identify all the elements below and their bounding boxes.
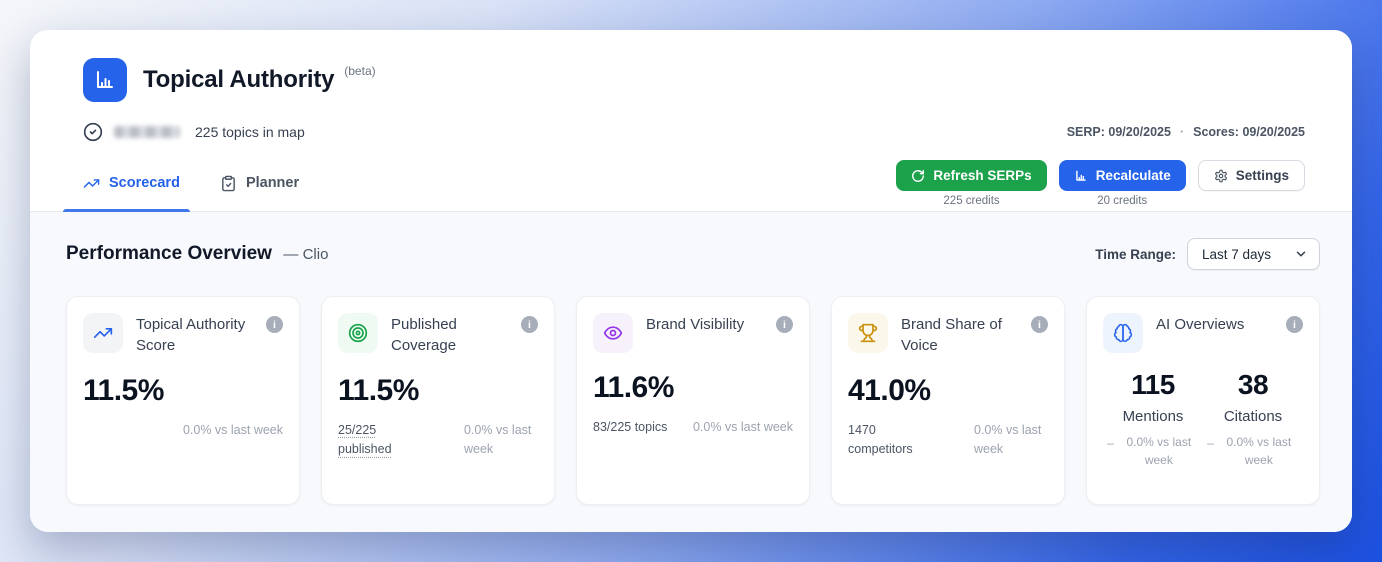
scores-date: Scores: 09/20/2025 bbox=[1193, 125, 1305, 139]
clipboard-check-icon bbox=[222, 175, 235, 191]
card-value: 41.0% bbox=[848, 374, 931, 407]
trending-up-icon bbox=[83, 178, 100, 188]
card-value: 11.5% bbox=[338, 374, 419, 407]
dashboard-panel: Topical Authority (beta) 225 topics in m… bbox=[30, 30, 1352, 532]
info-icon[interactable]: i bbox=[266, 316, 283, 333]
info-icon[interactable]: i bbox=[521, 316, 538, 333]
citations-metric: 38 Citations – 0.0% vs last week bbox=[1203, 369, 1303, 469]
card-sub-left[interactable]: 25/225 published bbox=[338, 423, 392, 457]
citations-label: Citations bbox=[1223, 408, 1283, 425]
settings-button[interactable]: Settings bbox=[1197, 160, 1305, 191]
time-range-select[interactable]: Last 7 days bbox=[1187, 238, 1320, 270]
card-change: 0.0% vs last week bbox=[692, 420, 793, 434]
mentions-change: 0.0% vs last week bbox=[1126, 435, 1192, 467]
time-range-value: Last 7 days bbox=[1202, 246, 1272, 262]
chevron-down-icon bbox=[1296, 251, 1306, 257]
refresh-serps-button[interactable]: Refresh SERPs bbox=[896, 160, 1047, 191]
trend-dash: – bbox=[1107, 436, 1114, 450]
refresh-credits: 225 credits bbox=[943, 195, 1000, 207]
citations-value: 38 bbox=[1237, 369, 1269, 400]
target-icon bbox=[338, 313, 378, 353]
trending-up-icon bbox=[83, 313, 123, 353]
mentions-metric: 115 Mentions – 0.0% vs last week bbox=[1103, 369, 1203, 469]
dates-group: SERP: 09/20/2025 · Scores: 09/20/2025 bbox=[1067, 125, 1305, 139]
tabs-bar: Scorecard Planner Refresh SERPs 225 cred bbox=[30, 155, 1352, 212]
settings-group: Settings bbox=[1197, 160, 1305, 191]
info-icon[interactable]: i bbox=[1286, 316, 1303, 333]
info-icon[interactable]: i bbox=[776, 316, 793, 333]
recalculate-group: Recalculate 20 credits bbox=[1058, 160, 1186, 207]
section-title: Performance Overview bbox=[66, 243, 272, 264]
tab-scorecard-label: Scorecard bbox=[109, 175, 180, 191]
dot-separator: · bbox=[1179, 125, 1185, 139]
gear-icon bbox=[1214, 169, 1227, 182]
serp-date: SERP: 09/20/2025 bbox=[1066, 125, 1171, 139]
eye-icon bbox=[593, 313, 633, 353]
mentions-label: Mentions bbox=[1122, 408, 1184, 425]
app-logo bbox=[83, 58, 127, 102]
recalculate-label: Recalculate bbox=[1095, 168, 1171, 183]
card-title: Published Coverage bbox=[391, 316, 457, 354]
refresh-icon bbox=[912, 169, 925, 182]
metric-cards: Topical Authority Score i 11.5% 0.0% vs … bbox=[66, 296, 1320, 505]
card-value: 11.5% bbox=[83, 374, 164, 407]
card-change: 0.0% vs last week bbox=[182, 423, 283, 437]
domain-redacted bbox=[114, 126, 180, 138]
card-title: AI Overviews bbox=[1156, 316, 1245, 333]
trophy-icon bbox=[848, 313, 888, 353]
time-range-group: Time Range: Last 7 days bbox=[1095, 238, 1320, 270]
refresh-serps-group: Refresh SERPs 225 credits bbox=[896, 160, 1047, 207]
card-sub-left: 1470 competitors bbox=[848, 423, 913, 457]
performance-section: Performance Overview — Clio Time Range: … bbox=[30, 212, 1352, 532]
bar-chart-icon bbox=[1075, 170, 1086, 181]
check-circle-icon bbox=[83, 122, 103, 142]
card-change: 0.0% vs last week bbox=[464, 423, 532, 457]
settings-label: Settings bbox=[1235, 168, 1289, 183]
card-topical-authority-score: Topical Authority Score i 11.5% 0.0% vs … bbox=[66, 296, 300, 505]
card-sub-left: 83/225 topics bbox=[593, 420, 668, 434]
refresh-serps-label: Refresh SERPs bbox=[933, 168, 1032, 183]
card-change: 0.0% vs last week bbox=[974, 423, 1042, 457]
header: Topical Authority (beta) 225 topics in m… bbox=[30, 30, 1352, 212]
card-brand-visibility: Brand Visibility i 11.6% 83/225 topics 0… bbox=[576, 296, 810, 505]
card-title: Topical Authority Score bbox=[136, 316, 246, 354]
trend-dash: – bbox=[1207, 436, 1214, 450]
beta-badge: (beta) bbox=[344, 64, 376, 78]
card-ai-overviews: AI Overviews i 115 Mentions – 0.0% vs la… bbox=[1086, 296, 1320, 505]
card-published-coverage: Published Coverage i 11.5% 25/225 publis… bbox=[321, 296, 555, 505]
title-row: Topical Authority (beta) bbox=[30, 30, 1352, 102]
overview-heading: Performance Overview — Clio bbox=[66, 243, 328, 265]
ai-overview-metrics: 115 Mentions – 0.0% vs last week 38 Cita… bbox=[1103, 369, 1303, 469]
overview-row: Performance Overview — Clio Time Range: … bbox=[66, 238, 1320, 270]
card-title: Brand Visibility bbox=[646, 316, 745, 333]
bar-chart-icon bbox=[97, 71, 113, 88]
recalculate-credits: 20 credits bbox=[1097, 195, 1148, 207]
domain-row: 225 topics in map SERP: 09/20/2025 · Sco… bbox=[30, 102, 1352, 142]
info-icon[interactable]: i bbox=[1031, 316, 1048, 333]
topics-in-map-label: 225 topics in map bbox=[195, 124, 305, 140]
tab-scorecard[interactable]: Scorecard bbox=[63, 155, 190, 212]
tab-planner[interactable]: Planner bbox=[220, 155, 299, 211]
citations-change: 0.0% vs last week bbox=[1226, 435, 1292, 467]
recalculate-button[interactable]: Recalculate bbox=[1058, 160, 1186, 191]
section-subtitle: — Clio bbox=[283, 246, 329, 263]
card-value: 11.6% bbox=[593, 371, 674, 404]
card-title: Brand Share of Voice bbox=[901, 316, 1002, 354]
card-brand-share-of-voice: Brand Share of Voice i 41.0% 1470 compet… bbox=[831, 296, 1065, 505]
brain-icon bbox=[1103, 313, 1143, 353]
mentions-value: 115 bbox=[1131, 369, 1175, 400]
header-actions: Refresh SERPs 225 credits Recalculate 20… bbox=[896, 155, 1305, 211]
tab-planner-label: Planner bbox=[245, 175, 300, 191]
page-title: Topical Authority bbox=[143, 66, 335, 93]
time-range-label: Time Range: bbox=[1095, 246, 1176, 262]
